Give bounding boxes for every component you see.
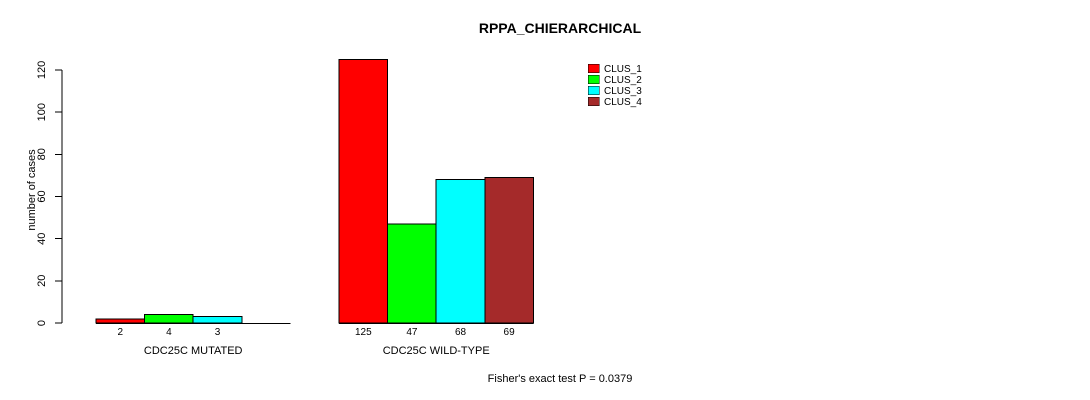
bar-value-label: 4 (166, 327, 172, 338)
legend-swatch-clus_4 (587, 96, 600, 106)
bar-value-label: 125 (355, 327, 372, 338)
bar-clus_2-group1 (144, 314, 194, 324)
y-tick-label: 0 (36, 320, 48, 326)
bar-clus_1-group1 (95, 318, 146, 324)
bar-clus_1-group2 (338, 59, 389, 324)
fisher-test-annotation: Fisher's exact test P = 0.0379 (487, 373, 633, 385)
y-tick-label: 100 (36, 103, 48, 121)
legend-label-clus_1: CLUS_1 (604, 64, 642, 75)
y-tick-label: 60 (36, 190, 48, 202)
legend-swatch-clus_3 (587, 85, 600, 95)
bar-value-label: 2 (118, 327, 124, 338)
legend-swatch-clus_1 (587, 63, 600, 73)
legend-swatch-clus_2 (587, 74, 600, 84)
y-tick-label: 120 (36, 61, 48, 79)
y-tick-label: 40 (36, 233, 48, 245)
legend-label-clus_2: CLUS_2 (604, 75, 642, 86)
y-tick-label: 80 (36, 148, 48, 160)
legend-label-clus_3: CLUS_3 (604, 86, 642, 97)
bar-clus_3-group1 (192, 316, 243, 324)
chart-title: RPPA_CHIERARCHICAL (478, 20, 642, 36)
bar-clus_4-group2 (484, 177, 534, 324)
legend-label-clus_4: CLUS_4 (604, 97, 642, 108)
bar-clus_3-group2 (435, 179, 486, 324)
bar-clus_2-group2 (387, 223, 437, 324)
bar-value-label: 69 (504, 327, 516, 338)
bar-value-label: 47 (406, 327, 418, 338)
y-tick-label: 20 (36, 275, 48, 287)
group-label: CDC25C WILD-TYPE (383, 345, 490, 357)
bar-value-label: 68 (455, 327, 467, 338)
group-label: CDC25C MUTATED (144, 345, 243, 357)
bar-value-label: 3 (215, 327, 221, 338)
